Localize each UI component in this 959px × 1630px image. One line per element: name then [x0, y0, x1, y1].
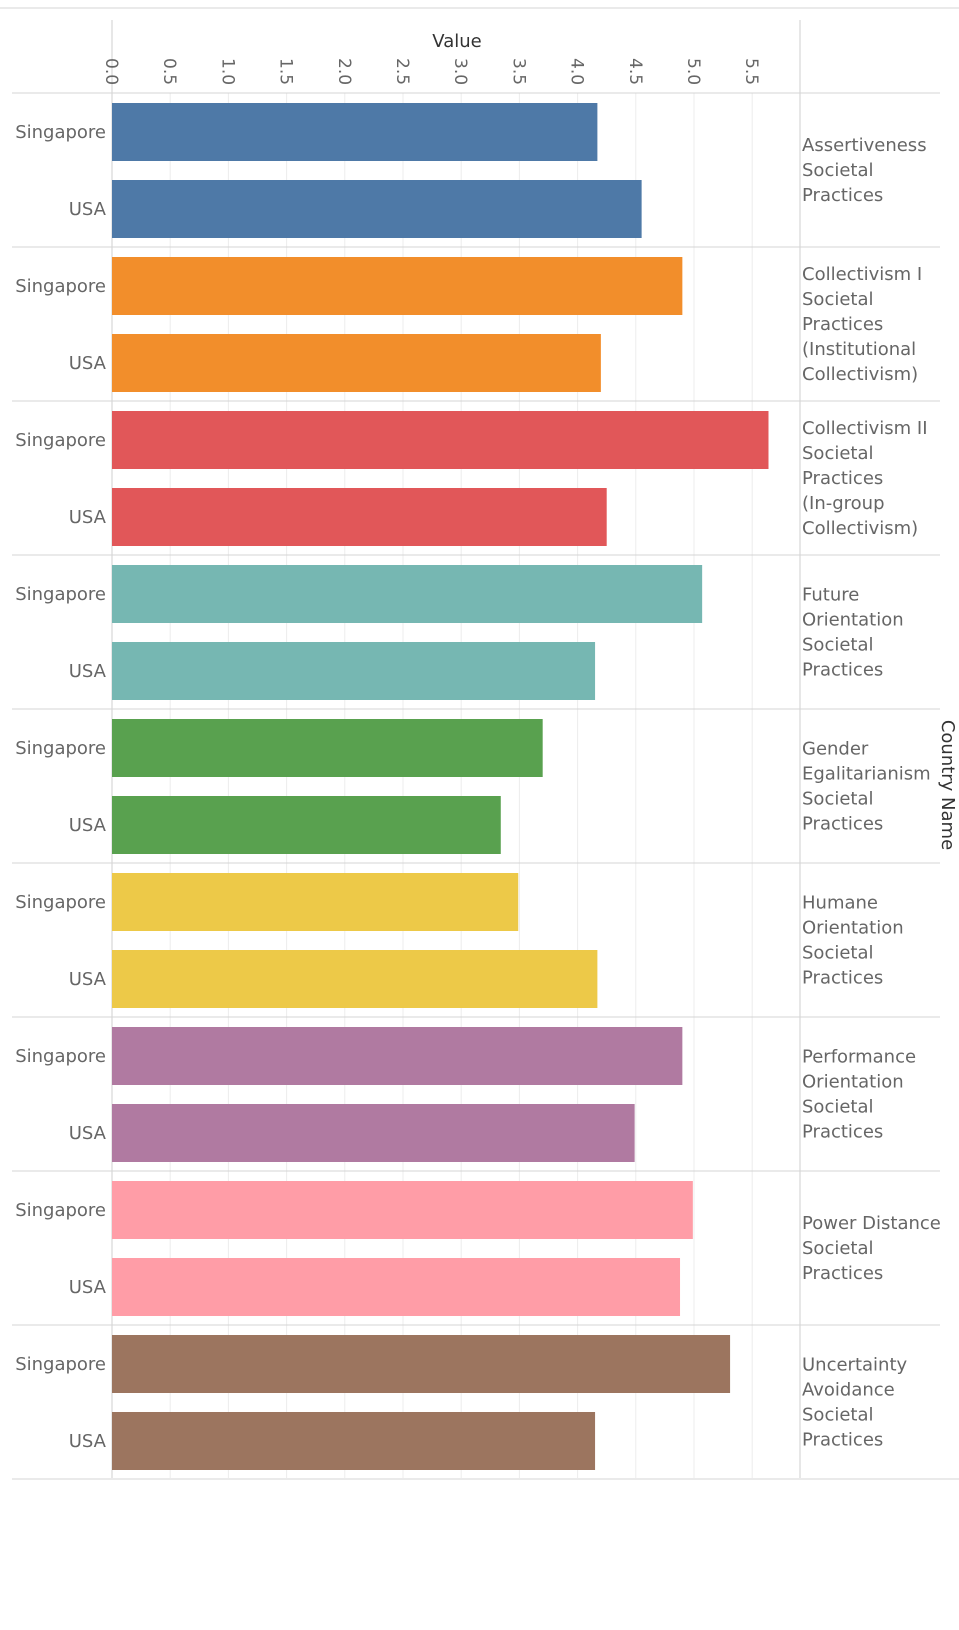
group-label: Assertiveness Societal Practices [802, 135, 927, 206]
country-label: Singapore [15, 122, 106, 143]
group-label: Collectivism II Societal Practices (In-grou… [802, 418, 928, 539]
group-label-line: Practices [802, 1430, 883, 1451]
x-tick-label: 4.0 [567, 58, 587, 85]
group-label-line: Egalitarianism [802, 764, 931, 785]
group-label-line: Practices [802, 1263, 883, 1284]
x-tick-label: 5.0 [683, 58, 703, 85]
group-label-line: Practices [802, 814, 883, 835]
bar-singapore [112, 565, 703, 623]
bar-usa [112, 334, 601, 392]
bar-usa [112, 642, 596, 700]
group-label-line: Practices [802, 314, 883, 335]
group-label-line: Orientation [802, 610, 904, 631]
bar-usa [112, 488, 607, 546]
country-label: USA [69, 661, 107, 682]
group-label-line: Assertiveness [802, 135, 927, 156]
bar-singapore [112, 1181, 693, 1239]
grid-layer [169, 93, 753, 1478]
country-label: USA [69, 815, 107, 836]
bar-singapore [112, 103, 598, 161]
x-tick-label: 0.5 [159, 58, 179, 85]
country-label: Singapore [15, 1200, 106, 1221]
x-tick-label: 2.0 [334, 58, 354, 85]
x-tick-label: 3.5 [508, 58, 528, 85]
x-tick-label: 1.0 [217, 58, 237, 85]
x-tick-label: 5.5 [741, 58, 761, 85]
group-label: Humane Orientation Societal Practices [802, 893, 904, 989]
bar-singapore [112, 1027, 683, 1085]
country-label: Singapore [15, 430, 106, 451]
bar-usa [112, 1104, 635, 1162]
group-label-line: (In-group [802, 493, 885, 514]
y-axis-title: Country Name [937, 720, 958, 850]
group-label: Uncertainty Avoidance Societal Practices [802, 1355, 908, 1451]
bar-usa [112, 796, 501, 854]
group-label-line: Collectivism) [802, 364, 918, 385]
x-tick-label: 0.0 [101, 58, 121, 85]
group-label-line: Collectivism I [802, 264, 922, 285]
country-label: USA [69, 1123, 107, 1144]
group-label-line: Performance [802, 1047, 916, 1068]
group-label-line: Uncertainty [802, 1355, 908, 1376]
group-label-line: Future [802, 585, 859, 606]
country-label: USA [69, 1277, 107, 1298]
country-label: Singapore [15, 892, 106, 913]
group-label-line: Societal [802, 1097, 874, 1118]
group-label-line: Societal [802, 289, 874, 310]
bar-usa [112, 1258, 681, 1316]
x-axis-title: Value [432, 31, 481, 52]
bar-usa [112, 1412, 596, 1470]
group-label-line: Societal [802, 1405, 874, 1426]
country-label: Singapore [15, 276, 106, 297]
x-tick-label: 2.5 [392, 58, 412, 85]
x-tick-label: 1.5 [276, 58, 296, 85]
group-label-line: Practices [802, 185, 883, 206]
group-label-line: Societal [802, 635, 874, 656]
group-label: Performance Orientation Societal Practices [802, 1047, 916, 1143]
bar-singapore [112, 1335, 731, 1393]
bar-layer [112, 103, 769, 1470]
group-label-line: Societal [802, 443, 874, 464]
country-label: Singapore [15, 584, 106, 605]
country-label: USA [69, 507, 107, 528]
country-label: USA [69, 1431, 107, 1452]
group-label: Collectivism I Societal Practices (Institut… [802, 264, 922, 385]
country-label: Singapore [15, 738, 106, 759]
group-label-line: Practices [802, 1122, 883, 1143]
group-label-line: Societal [802, 789, 874, 810]
label-layer: 0.0 0.5 1.0 1.5 2.0 2.5 3.0 3.5 4.0 4.5 5.0 5.5 Sing… [15, 58, 941, 1452]
group-label-line: Collectivism) [802, 518, 918, 539]
bar-singapore [112, 411, 769, 469]
bar-usa [112, 180, 642, 238]
group-label-line: Practices [802, 968, 883, 989]
group-label: Future Orientation Societal Practices [802, 585, 904, 681]
group-label-line: Practices [802, 468, 883, 489]
group-label: Power Distance Societal Practices [802, 1213, 941, 1284]
bar-singapore [112, 719, 543, 777]
group-label-line: Societal [802, 160, 874, 181]
bar-usa [112, 950, 598, 1008]
group-label-line: Humane [802, 893, 878, 914]
group-label-line: Societal [802, 943, 874, 964]
group-label-line: Societal [802, 1238, 874, 1259]
group-label-line: Gender [802, 739, 869, 760]
group-label-line: Orientation [802, 1072, 904, 1093]
country-label: USA [69, 199, 107, 220]
group-label-line: Orientation [802, 918, 904, 939]
group-label: Gender Egalitarianism Societal Practices [802, 739, 931, 835]
x-tick-label: 4.5 [625, 58, 645, 85]
x-tick-label: 3.0 [450, 58, 470, 85]
group-label-line: (Institutional [802, 339, 916, 360]
group-label-line: Power Distance [802, 1213, 941, 1234]
group-label-line: Practices [802, 660, 883, 681]
group-label-line: Collectivism II [802, 418, 928, 439]
country-label: Singapore [15, 1046, 106, 1067]
country-label: USA [69, 969, 107, 990]
country-label: Singapore [15, 1354, 106, 1375]
group-label-line: Avoidance [802, 1380, 895, 1401]
country-label: USA [69, 353, 107, 374]
bar-singapore [112, 257, 683, 315]
bar-singapore [112, 873, 519, 931]
